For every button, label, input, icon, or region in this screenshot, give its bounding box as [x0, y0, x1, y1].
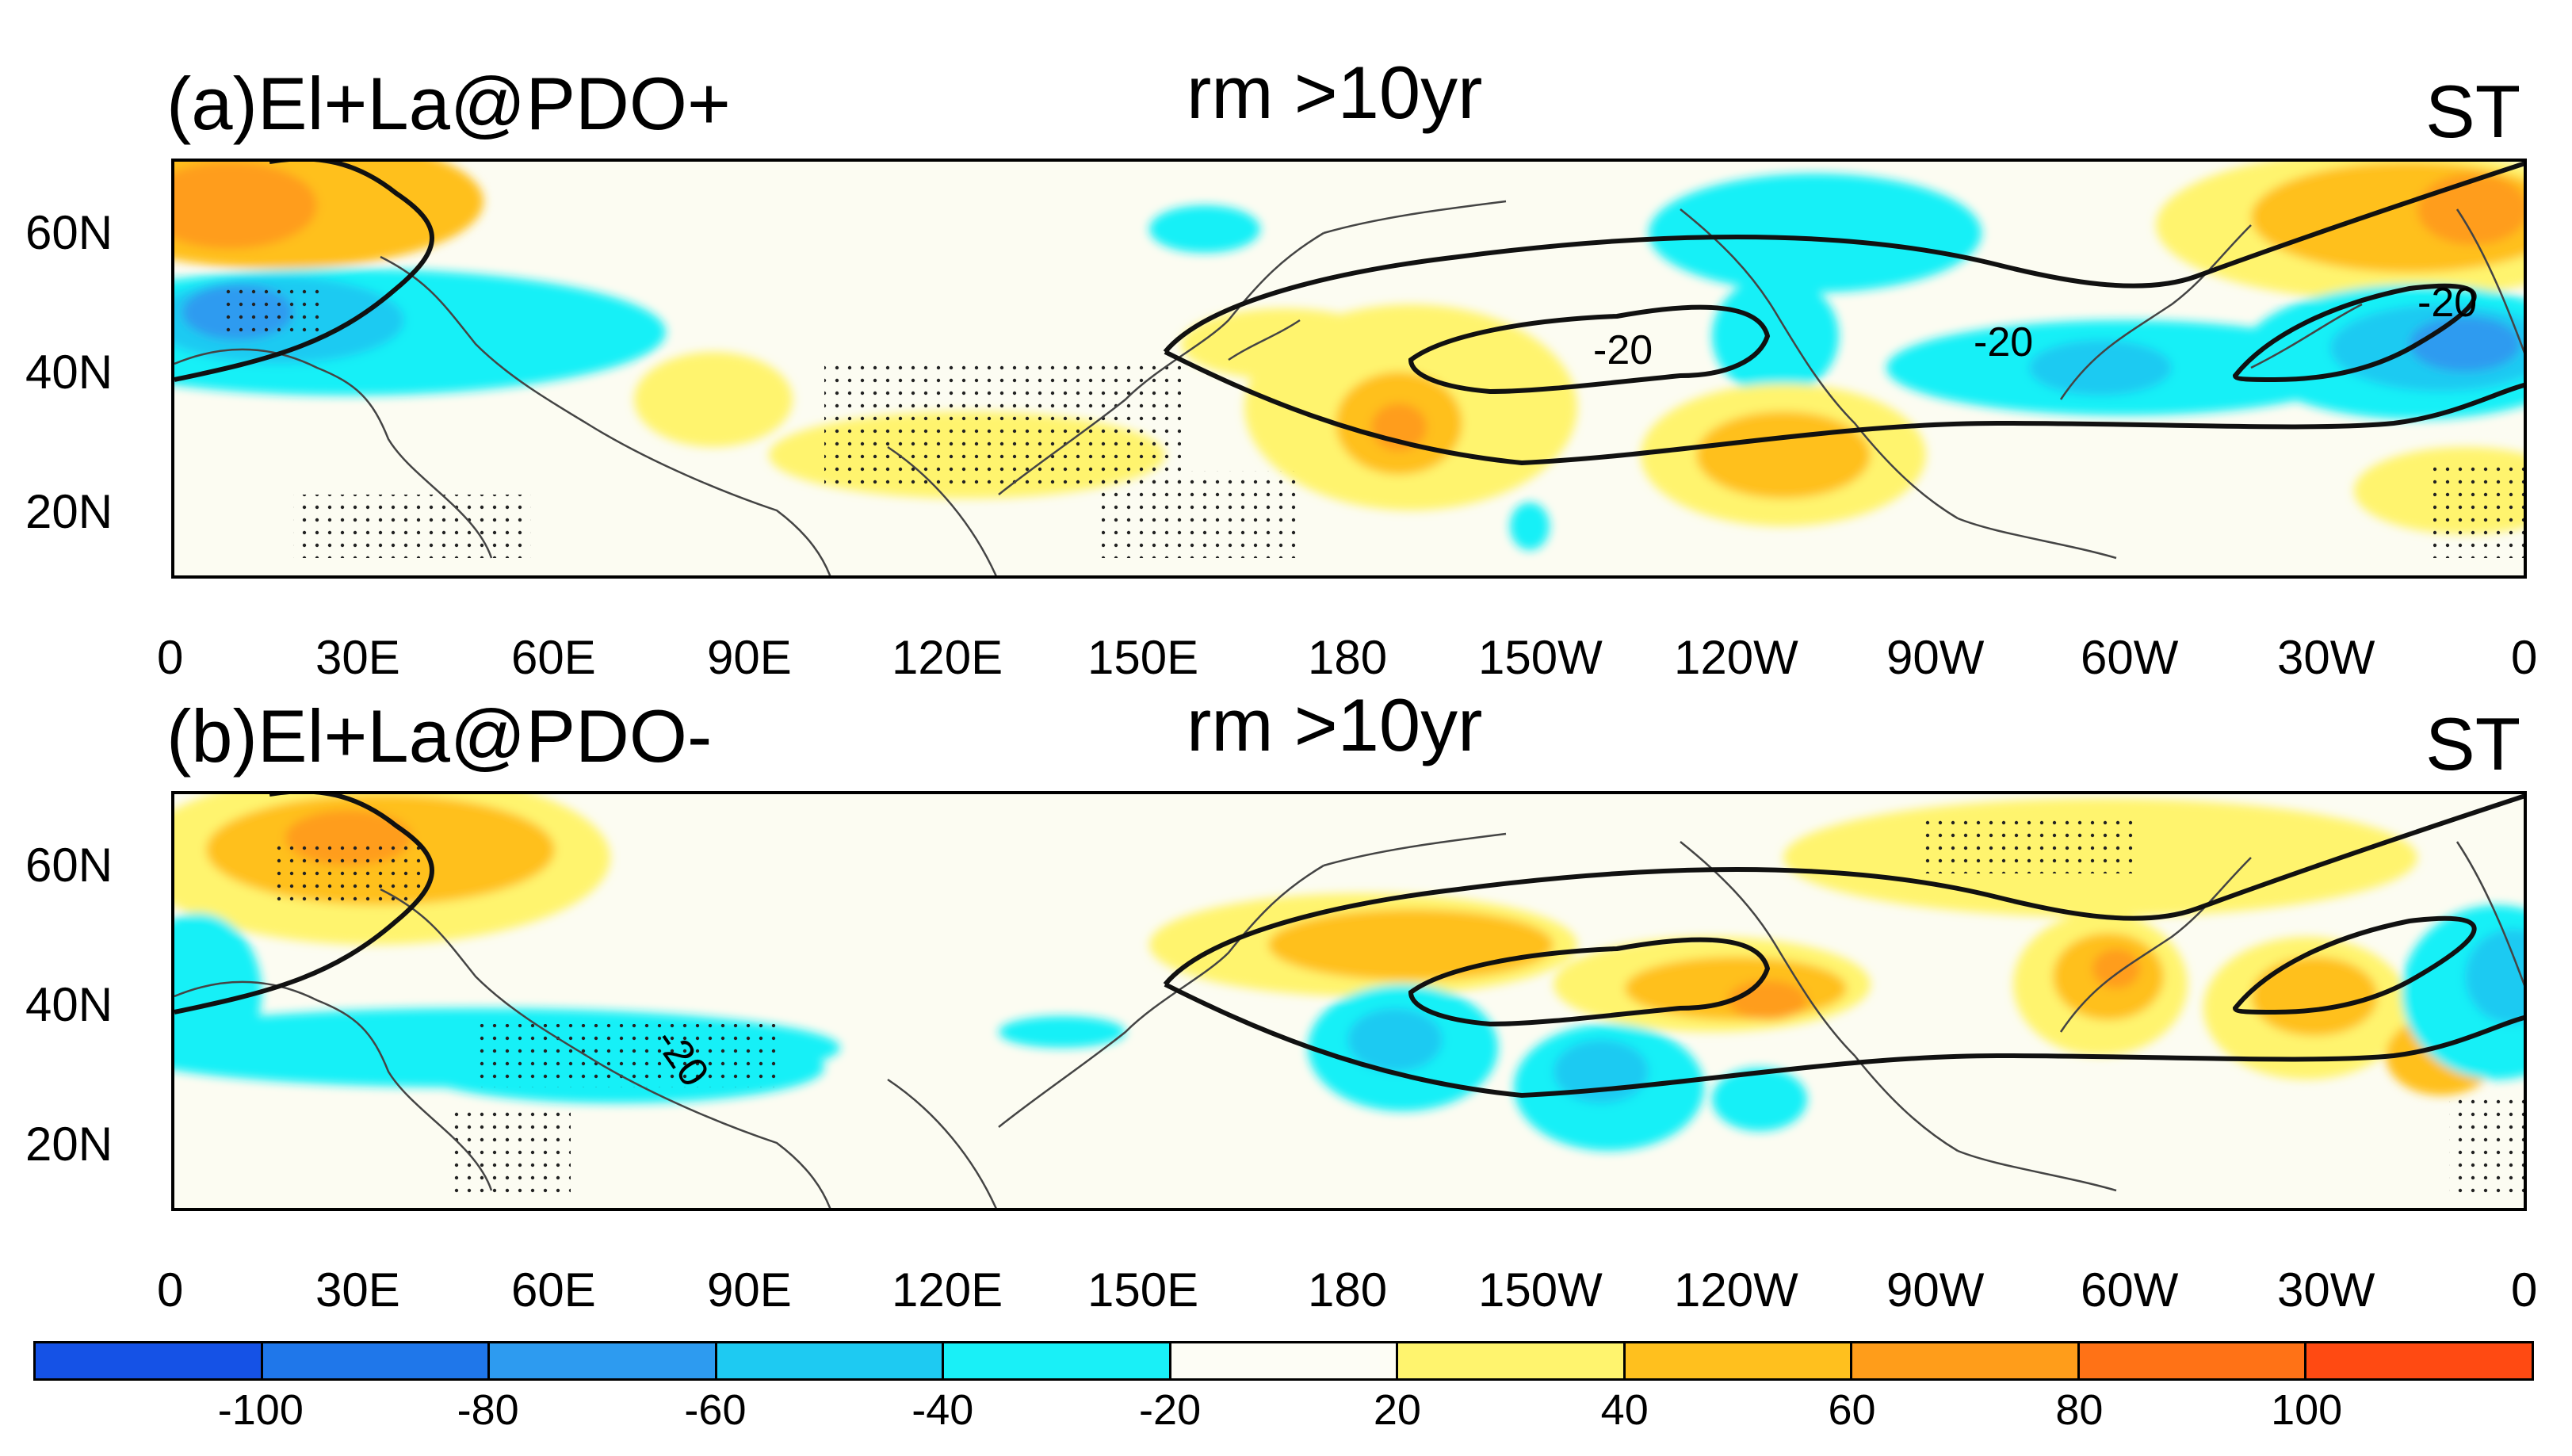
colorbar-tick-label: 80 [2055, 1386, 2104, 1434]
contour-label-a-1: -20 [1593, 327, 1653, 373]
panel-a-map: -20 -20 -20 [171, 159, 2527, 579]
anom-a-alaska-neg-2 [1712, 277, 1839, 396]
colorbar-tick-label: 20 [1373, 1386, 1421, 1434]
contours-a [174, 162, 2524, 466]
contour-b-pacific-outer [1163, 794, 2524, 986]
anom-a-hawaii-neg [1510, 503, 1550, 550]
contour-b-europe [174, 794, 434, 1015]
panel-a-lon-0: 0 [157, 631, 184, 684]
anom-b-pacific-pos-2 [1268, 909, 1554, 980]
panel-a-lon-30w: 30W [2277, 631, 2375, 684]
contour-b-inner-pacific [1408, 937, 1771, 1027]
anom-a-na-neg-2 [2029, 340, 2172, 396]
contours-b [174, 794, 2524, 1099]
panel-a-lon-60e: 60E [511, 631, 596, 684]
panel-a-lon-90w: 90W [1886, 631, 1985, 684]
anom-b-na-pos-3 [2092, 949, 2140, 988]
colorbar-segment [2079, 1343, 2307, 1378]
anom-b-atl-pos-2 [2251, 957, 2378, 1036]
anom-b-pacific-neg-2 [1347, 1008, 1443, 1072]
colorbar-segment [1852, 1343, 2080, 1378]
colorbar-tick-label: -80 [457, 1386, 519, 1434]
colorbar-segment [1398, 1343, 1626, 1378]
panel-b-lat-60n: 60N [25, 839, 113, 892]
colorbar-segment [944, 1343, 1171, 1378]
panel-a-lon-0-end: 0 [2511, 631, 2538, 684]
colorbar-segment [490, 1343, 717, 1378]
panel-b-lon-0: 0 [157, 1263, 184, 1317]
coastlines-a [174, 200, 2524, 575]
panel-b-title-center: rm >10yr [1187, 683, 1483, 766]
colorbar-tick-label: -20 [1139, 1386, 1202, 1434]
anom-a-asia-pos-2 [634, 352, 793, 447]
panel-a-lon-120w: 120W [1674, 631, 1798, 684]
panel-a-lon-120e: 120E [892, 631, 1003, 684]
panel-b-lon-120e: 120E [892, 1263, 1003, 1317]
anom-a-kamchatka-neg [1149, 205, 1260, 253]
contour-a-inner-atlantic [2232, 283, 2477, 383]
panel-b-lon-90w: 90W [1886, 1263, 1985, 1317]
panel-b-lon-120w: 120W [1674, 1263, 1798, 1317]
panel-a-lat-60n: 60N [25, 206, 113, 259]
panel-b-lon-0-end: 0 [2511, 1263, 2538, 1317]
panel-a-title-right: ST [2425, 70, 2521, 153]
colorbar-tick-label: 40 [1600, 1386, 1649, 1434]
coastlines-b [174, 832, 2524, 1208]
contour-a-europe [174, 162, 434, 382]
panel-b-lon-150e: 150E [1087, 1263, 1199, 1317]
anom-b-nw-pos-3 [1728, 980, 1807, 1020]
colorbar-segment [717, 1343, 945, 1378]
contour-b-pacific-lower [1164, 982, 2524, 1099]
anom-a-mexico-pos-core [1696, 411, 1871, 499]
panel-a-title-center: rm >10yr [1187, 51, 1483, 134]
colorbar-segment [36, 1343, 263, 1378]
colorbar-segment [2306, 1343, 2532, 1378]
panel-b-lon-30w: 30W [2277, 1263, 2375, 1317]
anom-a-europe-pos-core [174, 162, 317, 249]
anom-b-atlantic-neg-left [174, 913, 262, 1072]
panel-b-title-left: (b)El+La@PDO- [166, 694, 713, 778]
contour-label-a-3: -20 [2417, 280, 2477, 326]
colorbar-tick-label: -100 [217, 1386, 304, 1434]
stippling-b [269, 818, 2524, 1198]
panel-a-lon-150e: 150E [1087, 631, 1199, 684]
stippling-a [222, 289, 2524, 558]
panel-b-lon-150w: 150W [1478, 1263, 1603, 1317]
panel-a-lat-20n: 20N [25, 485, 113, 538]
panel-b-lon-90e: 90E [707, 1263, 792, 1317]
panel-b-lat-40n: 40N [25, 978, 113, 1031]
contour-b-inner-atlantic [2232, 915, 2477, 1015]
contour-label-a-2: -20 [1974, 319, 2033, 365]
colorbar-segment [1625, 1343, 1853, 1378]
anom-a-alaska-neg [1649, 174, 1982, 292]
contour-a-pacific-lower [1164, 350, 2524, 466]
anom-b-japan-neg [999, 1016, 1125, 1048]
panel-b-title-right: ST [2425, 702, 2521, 785]
panel-b-lon-30e: 30E [315, 1263, 400, 1317]
colorbar-tick-label: -40 [911, 1386, 974, 1434]
anom-b-pacific-neg-5 [1712, 1068, 1807, 1131]
colorbar-segment [1171, 1343, 1399, 1378]
panel-b-map: -20 [171, 791, 2527, 1211]
panel-a-lat-40n: 40N [25, 346, 113, 399]
colorbar-segment [262, 1343, 491, 1378]
panel-a-lon-150w: 150W [1478, 631, 1603, 684]
anom-b-east-atl-neg-2 [2465, 929, 2524, 1024]
contour-a-pacific-outer [1163, 162, 2524, 353]
panel-a-title-left: (a)El+La@PDO+ [166, 62, 731, 145]
panel-a-lon-30e: 30E [315, 631, 400, 684]
colorbar [33, 1341, 2534, 1381]
panel-a-lon-60w: 60W [2081, 631, 2179, 684]
colorbar-tick-label: 60 [1828, 1386, 1876, 1434]
panel-b-lat-20n: 20N [25, 1118, 113, 1171]
panel-a-lon-90e: 90E [707, 631, 792, 684]
colorbar-tick-label: 100 [2271, 1386, 2343, 1434]
contour-a-inner-pacific [1408, 304, 1771, 395]
panel-b-lon-180: 180 [1308, 1263, 1388, 1317]
panel-a-lon-180: 180 [1308, 631, 1388, 684]
panel-b-lon-60e: 60E [511, 1263, 596, 1317]
panel-b-lon-60w: 60W [2081, 1263, 2179, 1317]
colorbar-tick-label: -60 [684, 1386, 747, 1434]
